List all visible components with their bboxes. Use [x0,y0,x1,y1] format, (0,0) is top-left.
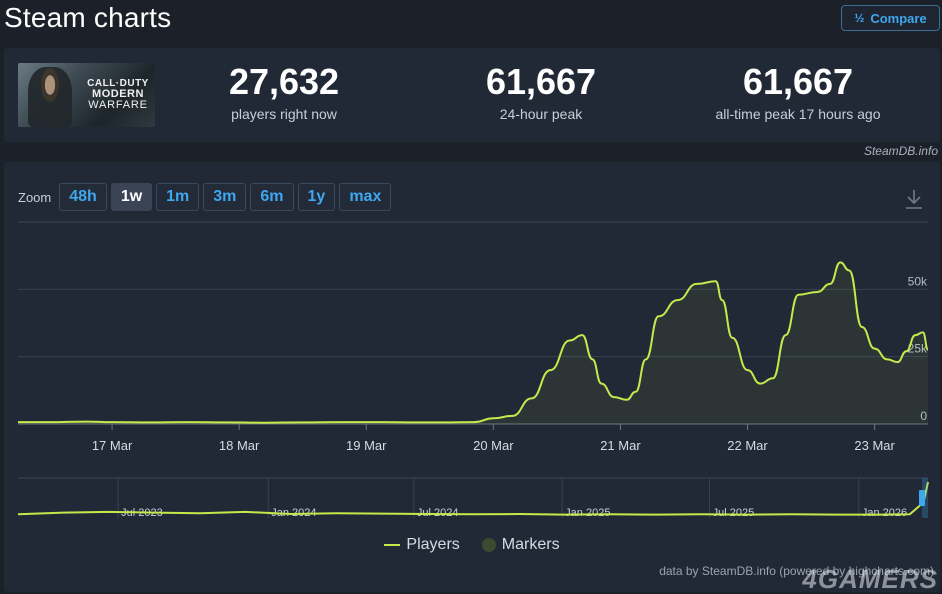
compare-label: Compare [870,10,927,26]
x-tick-label: 20 Mar [473,438,514,453]
stat-value: 61,667 [742,61,854,102]
y-tick-label: 50k [908,274,928,288]
players-line-chart[interactable]: 0 25k 50k 17 Mar 18 Mar 19 Mar 20 Mar 21 Mar 22 … [4,162,940,462]
stat-label: 24-hour peak [499,105,583,122]
legend-label-markers: Markers [501,536,560,553]
players-line-swatch [384,544,401,546]
stat-value: 27,632 [228,61,340,102]
data-credit[interactable]: data by SteamDB.info (powered by highcha… [659,564,934,578]
zoom-1y-button[interactable]: 1y [297,183,336,211]
markers-dot-swatch [481,538,496,552]
game-logo-line2: MODERN [92,88,144,100]
game-logo-line1: CALL·DUTY [87,78,149,89]
stat-value: 61,667 [485,61,597,102]
zoom-max-button[interactable]: max [339,183,392,211]
x-tick-label: 23 Mar [854,438,895,453]
y-tick-label: 0 [920,409,927,423]
navigator-tick-label: Jul 2024 [417,507,459,519]
x-tick-label: 18 Mar [219,438,260,453]
zoom-6m-button[interactable]: 6m [250,183,294,211]
game-logo: CALL·DUTY MODERN WARFARE [82,79,154,111]
navigator-tick-label: Jul 2025 [713,507,755,519]
soldier-graphic [28,67,72,127]
download-icon[interactable] [904,188,924,210]
stats-panel: CALL·DUTY MODERN WARFARE 27,632 players … [4,48,940,142]
legend-item-markers[interactable]: Markers [481,536,560,554]
zoom-1w-button[interactable]: 1w [110,183,153,211]
navigator-series-line [17,481,929,516]
players-area [18,262,928,424]
watermark: 4GAMERS [802,564,938,594]
zoom-3m-button[interactable]: 3m [203,183,247,211]
navigator-handle [919,490,925,506]
x-tick-label: 17 Mar [92,438,133,453]
chart-panel: Zoom 48h 1w 1m 3m 6m 1y max 0 25k 50k 17 Ma… [4,162,940,592]
page-title: Steam charts [4,2,172,33]
x-tick-label: 19 Mar [346,438,387,453]
players-series-line [17,261,929,424]
stat-label: all-time peak 17 hours ago [715,105,881,122]
range-navigator[interactable]: Jul 2023 Jan 2024 Jul 2024 Jan 2025 Jul 2025… [4,162,940,532]
stat-label: players right now [231,105,337,122]
navigator-tick-label: Jan 2025 [565,507,610,519]
y-tick-label: 25k [908,342,928,356]
top-bar: Steam charts ½ Compare [0,0,942,44]
compare-button[interactable]: ½ Compare [841,5,940,31]
zoom-label: Zoom [18,189,52,205]
stat-24h-peak: 61,667 24-hour peak [431,62,651,122]
steamdb-credit-link[interactable]: SteamDB.info [863,144,938,158]
fraction-icon: ½ [854,11,865,25]
zoom-selector: Zoom 48h 1w 1m 3m 6m 1y max [18,182,392,212]
stat-all-time-peak: 61,667 all-time peak 17 hours ago [688,62,908,122]
legend-label-players: Players [406,536,460,553]
game-logo-line3: WARFARE [88,99,148,111]
zoom-48h-button[interactable]: 48h [59,183,107,211]
x-tick-label: 22 Mar [727,438,768,453]
navigator-tick-label: Jan 2026 [862,507,907,519]
x-tick-label: 21 Mar [600,438,641,453]
stat-players-now: 27,632 players right now [174,62,394,122]
legend-item-players[interactable]: Players [384,536,460,554]
zoom-1m-button[interactable]: 1m [156,183,200,211]
game-image[interactable]: CALL·DUTY MODERN WARFARE [18,63,155,127]
chart-legend: Players Markers [4,536,940,554]
